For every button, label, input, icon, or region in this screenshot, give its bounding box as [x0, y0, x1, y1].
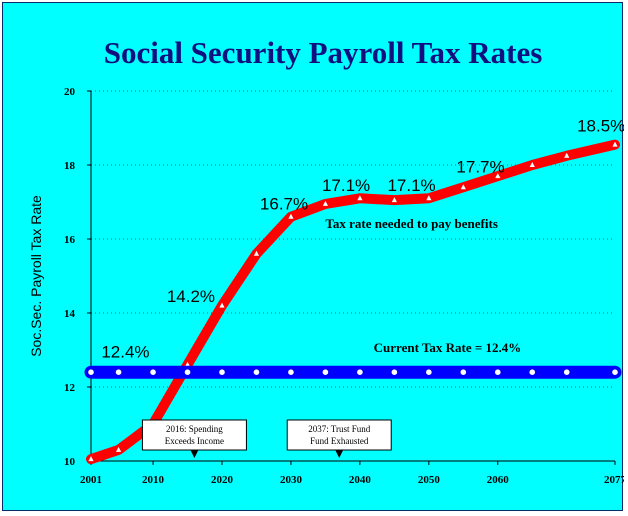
needed-rate-point: [426, 195, 432, 201]
x-tick-label: 2010: [142, 474, 165, 486]
x-tick-label: 2030: [280, 474, 303, 486]
data-label: 18.5%: [577, 117, 624, 136]
needed-rate-point: [612, 141, 618, 147]
event-box: [286, 419, 392, 451]
needed-rate-point: [253, 250, 260, 256]
y-tick-label: 14: [64, 308, 76, 320]
tick-labels: 10 12 14 16 18 20 2001 2010 2020 2030 2040 2050 2060…: [64, 86, 624, 486]
needed-rate-point: [529, 162, 535, 167]
needed-rate-point: [495, 173, 501, 179]
data-label: 16.7%: [260, 194, 308, 213]
y-axis-label: Soc.Sec. Payroll Tax Rate: [28, 195, 44, 357]
current-rate-point: [288, 369, 294, 376]
data-label: 17.7%: [456, 157, 504, 176]
data-label: 17.1%: [387, 176, 435, 195]
chart-frame: Social Security Payroll Tax Rates 10 12 14…: [2, 2, 624, 511]
data-label: 17.1%: [322, 176, 370, 195]
series: [84, 139, 622, 465]
event-box-line2: Exceeds Income: [165, 436, 224, 446]
event-arrow: [190, 450, 199, 458]
current-rate-point: [391, 369, 398, 376]
current-rate-point: [426, 369, 432, 376]
chart-title: Social Security Payroll Tax Rates: [104, 35, 543, 70]
current-rate-point: [460, 369, 467, 376]
annotation: Current Tax Rate = 12.4%: [374, 340, 522, 355]
needed-rate-line: [86, 139, 620, 465]
axes: [87, 90, 616, 465]
current-rate-point: [357, 369, 363, 376]
current-rate-point: [563, 369, 570, 376]
event-box-line1: 2037: Trust Fund: [308, 424, 371, 434]
y-tick-label: 10: [64, 456, 76, 468]
event-boxes: 2016: Spending Exceeds Income 2037: Trust …: [141, 419, 392, 458]
x-tick-label: 2050: [418, 474, 441, 486]
event-box-line1: 2016: Spending: [166, 424, 223, 434]
needed-rate-point: [115, 446, 122, 452]
needed-rate-point: [460, 184, 466, 190]
needed-rate-point: [357, 195, 363, 201]
needed-rate-point: [219, 302, 225, 308]
current-rate-point: [88, 369, 94, 376]
data-label: 14.2%: [167, 287, 215, 306]
annotation: Tax rate needed to pay benefits: [325, 216, 498, 231]
needed-rate-point: [564, 152, 570, 158]
x-tick-label: 2001: [80, 474, 102, 486]
current-rate-point: [322, 369, 329, 376]
grid: [91, 90, 615, 388]
data-labels: 12.4% 14.2% 16.7% 17.1% 17.1% 17.7% 18.5%: [101, 117, 624, 362]
x-tick-label: 2040: [349, 474, 372, 486]
event-arrow: [335, 450, 344, 458]
x-tick-label: 2060: [487, 474, 510, 486]
chart: Social Security Payroll Tax Rates 10 12 14…: [28, 35, 624, 486]
current-rate-point: [612, 369, 618, 376]
x-tick-label: 2020: [211, 474, 234, 486]
needed-rate-point: [184, 361, 191, 367]
current-rate-point: [219, 369, 225, 376]
needed-rate-point: [88, 456, 94, 462]
y-tick-label: 20: [64, 86, 76, 98]
y-tick-label: 12: [64, 382, 76, 394]
x-tick-label: 2077: [604, 474, 624, 486]
y-tick-label: 16: [64, 234, 76, 246]
current-rate-point: [494, 369, 501, 376]
current-rate-point: [150, 369, 156, 376]
y-tick-label: 18: [64, 160, 76, 172]
current-rate-point: [115, 369, 122, 376]
data-label: 12.4%: [101, 342, 149, 361]
annotations: Tax rate needed to pay benefits Current T…: [325, 216, 521, 355]
needed-rate-point: [391, 197, 397, 203]
needed-rate-point: [288, 213, 294, 219]
event-box-line2: Fund Exhausted: [310, 436, 369, 446]
current-rate-point: [253, 369, 260, 376]
needed-rate-point: [322, 200, 329, 206]
current-rate-point: [184, 369, 191, 376]
current-rate-point: [529, 369, 536, 376]
